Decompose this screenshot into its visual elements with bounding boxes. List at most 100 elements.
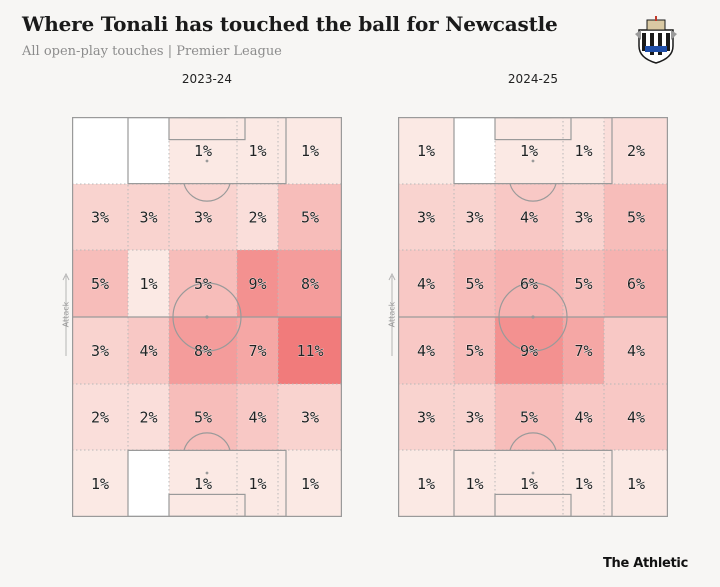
heat-cell: [563, 450, 604, 517]
cell-label: 1%: [520, 142, 538, 160]
heat-cell: [495, 117, 563, 184]
footer-brand: The Athletic: [602, 556, 688, 571]
cell-label: 3%: [194, 209, 212, 227]
cell-label: 1%: [417, 142, 435, 160]
cell-label: 5%: [91, 275, 109, 293]
newcastle-crest-icon: [635, 16, 677, 64]
cell-label: 4%: [248, 409, 266, 427]
cell-label: 3%: [574, 209, 592, 227]
season-label-2024-25: 2024-25: [507, 72, 559, 86]
heat-cell: [398, 450, 454, 517]
heat-cell: [454, 317, 495, 384]
cell-label: 5%: [574, 275, 592, 293]
cell-label: 11%: [296, 342, 323, 360]
heat-cell: [398, 117, 454, 184]
attack-label-right: Attack: [387, 301, 397, 328]
heat-cell: [128, 184, 169, 250]
penalty-spot-bottom: [531, 471, 535, 475]
cell-label: 3%: [91, 209, 109, 227]
heat-cell: [495, 384, 563, 450]
cell-label: 1%: [301, 142, 319, 160]
cell-label: 2%: [627, 142, 645, 160]
heat-cell: [604, 317, 668, 384]
heat-cell: [278, 384, 342, 450]
cell-label: 1%: [627, 475, 645, 493]
cell-label: 6%: [627, 275, 645, 293]
heat-cell: [128, 117, 169, 184]
heat-cell: [128, 317, 169, 384]
cell-label: 3%: [465, 409, 483, 427]
cell-label: 4%: [574, 409, 592, 427]
cell-label: 1%: [248, 142, 266, 160]
cell-label: 7%: [574, 342, 592, 360]
cell-label: 5%: [465, 275, 483, 293]
heat-cell: [237, 317, 278, 384]
cell-label: 1%: [520, 475, 538, 493]
cell-label: 1%: [248, 475, 266, 493]
arrow-up-icon: [62, 272, 70, 356]
heat-cell: [398, 250, 454, 317]
centre-circle: [498, 282, 568, 352]
heat-cell: [398, 317, 454, 384]
heat-cell: [237, 384, 278, 450]
cell-label: 3%: [139, 209, 157, 227]
heat-cell: [278, 184, 342, 250]
cell-label: 4%: [139, 342, 157, 360]
cell-label: 5%: [627, 209, 645, 227]
cell-label: 6%: [520, 275, 538, 293]
heat-cell: [495, 184, 563, 250]
penalty-spot-top: [205, 159, 209, 163]
centre-spot: [531, 315, 535, 319]
heat-cell: [278, 117, 342, 184]
heat-cell: [128, 250, 169, 317]
cell-label: 8%: [194, 342, 212, 360]
penalty-arc-top: [183, 183, 231, 202]
heat-cell: [128, 384, 169, 450]
heat-cell: [563, 317, 604, 384]
heat-cell: [563, 384, 604, 450]
cell-label: 1%: [574, 475, 592, 493]
heat-cell: [454, 117, 495, 184]
heat-cell: [72, 117, 128, 184]
cell-label: 1%: [574, 142, 592, 160]
heatmap-2024-25: 1% 1% 1% 2% 3% 3% 4% 3% 5% 4% 5% 6% 5% 6% 4% 5% 9% 7% 4% 3%…: [398, 117, 668, 517]
centre-circle: [172, 282, 242, 352]
cell-label: 4%: [627, 342, 645, 360]
chart-subtitle: All open-play touches | Premier League: [22, 44, 282, 59]
cell-label: 4%: [520, 209, 538, 227]
arrow-up-icon: [388, 272, 396, 356]
heat-cell: [563, 250, 604, 317]
heat-cell: [604, 117, 668, 184]
six-yard-box-bottom: [168, 493, 246, 517]
cell-label: 1%: [194, 142, 212, 160]
heat-cell: [72, 184, 128, 250]
attack-label-left: Attack: [61, 301, 71, 328]
cell-label: 5%: [301, 209, 319, 227]
heat-cell: [72, 384, 128, 450]
heat-cell: [237, 184, 278, 250]
cell-label: 3%: [91, 342, 109, 360]
penalty-spot-top: [531, 159, 535, 163]
cell-label: 5%: [194, 275, 212, 293]
heat-cell: [604, 384, 668, 450]
cell-label: 2%: [91, 409, 109, 427]
cell-label: 8%: [301, 275, 319, 293]
heat-cell: [398, 184, 454, 250]
cell-label: 1%: [91, 475, 109, 493]
goal-top: [188, 117, 226, 119]
cell-label: 3%: [417, 209, 435, 227]
cell-label: 3%: [301, 409, 319, 427]
heat-cell: [72, 317, 128, 384]
cell-label: 3%: [417, 409, 435, 427]
heat-cell: [278, 450, 342, 517]
heat-cell: [604, 450, 668, 517]
cell-label: 7%: [248, 342, 266, 360]
cell-label: 2%: [139, 409, 157, 427]
cell-label: 4%: [417, 275, 435, 293]
cell-label: 9%: [248, 275, 266, 293]
heat-cell: [278, 317, 342, 384]
heat-cell: [454, 184, 495, 250]
cell-label: 5%: [194, 409, 212, 427]
cell-label: 3%: [465, 209, 483, 227]
heat-cell: [563, 117, 604, 184]
